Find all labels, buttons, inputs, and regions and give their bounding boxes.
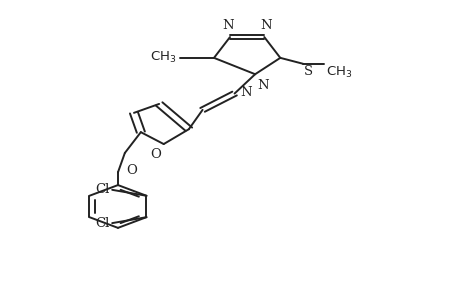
Text: N: N	[260, 19, 272, 32]
Text: O: O	[126, 164, 137, 177]
Text: CH$_3$: CH$_3$	[149, 50, 176, 65]
Text: Cl: Cl	[95, 217, 110, 230]
Text: N: N	[240, 86, 251, 99]
Text: Cl: Cl	[95, 183, 110, 196]
Text: N: N	[257, 79, 269, 92]
Text: CH$_3$: CH$_3$	[325, 65, 352, 80]
Text: N: N	[221, 19, 233, 32]
Text: O: O	[150, 148, 161, 160]
Text: S: S	[303, 65, 313, 78]
